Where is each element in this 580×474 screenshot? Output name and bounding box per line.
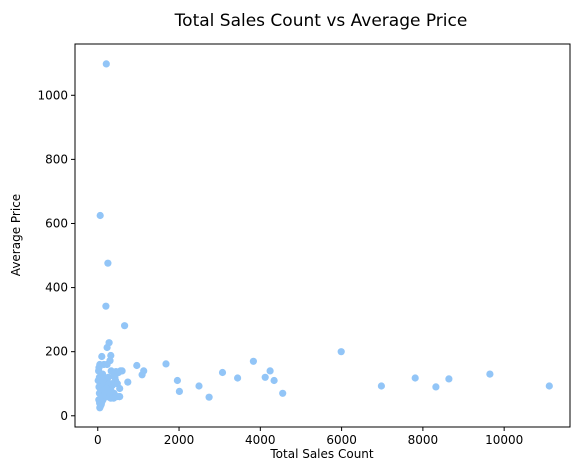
- data-point: [173, 376, 181, 385]
- data-point: [445, 375, 453, 383]
- data-point: [100, 360, 108, 369]
- data-point: [270, 376, 278, 385]
- y-tick-label: 0: [60, 409, 68, 423]
- data-point: [261, 373, 269, 381]
- data-point: [249, 357, 257, 365]
- data-point: [205, 393, 213, 401]
- data-points: [94, 60, 553, 412]
- x-tick-label: 4000: [245, 433, 276, 447]
- data-point: [116, 393, 124, 401]
- data-point: [124, 378, 132, 386]
- y-axis-ticks: 0 200 400 600 800 1000: [37, 88, 75, 423]
- x-tick-label: 2000: [164, 433, 195, 447]
- x-tick-label: 0: [94, 433, 102, 447]
- data-point: [102, 60, 110, 68]
- y-tick-label: 200: [45, 345, 68, 359]
- y-axis-label: Average Price: [9, 194, 23, 276]
- data-point: [105, 389, 114, 397]
- data-point: [234, 374, 242, 382]
- x-tick-label: 8000: [408, 433, 439, 447]
- data-point: [162, 360, 170, 368]
- y-tick-label: 400: [45, 281, 68, 295]
- plot-frame: [74, 43, 571, 428]
- data-point: [138, 371, 146, 379]
- data-point: [266, 367, 274, 375]
- data-point: [94, 376, 102, 385]
- data-point: [103, 343, 111, 352]
- data-point: [175, 387, 183, 395]
- chart-title: Total Sales Count vs Average Price: [174, 11, 468, 31]
- data-point: [108, 381, 116, 389]
- data-point: [104, 259, 112, 267]
- y-tick-label: 1000: [37, 88, 68, 102]
- data-point: [411, 374, 419, 382]
- data-point: [195, 382, 203, 390]
- data-point: [98, 352, 106, 361]
- y-tick-label: 800: [45, 152, 68, 166]
- x-axis-ticks: 0 2000 4000 6000 8000 10000: [94, 427, 523, 447]
- data-point: [96, 211, 104, 220]
- data-point: [377, 382, 385, 390]
- x-tick-label: 10000: [485, 433, 523, 447]
- data-point: [486, 370, 494, 378]
- data-point: [99, 370, 107, 378]
- data-point: [279, 389, 287, 397]
- y-tick-label: 600: [45, 216, 68, 230]
- data-point: [133, 361, 141, 370]
- data-point: [337, 348, 345, 356]
- data-point: [432, 383, 440, 391]
- x-axis-label: Total Sales Count: [269, 447, 374, 461]
- x-tick-label: 6000: [326, 433, 357, 447]
- data-point: [218, 368, 227, 377]
- data-point: [545, 382, 553, 390]
- data-point: [121, 322, 129, 330]
- data-point: [102, 302, 110, 310]
- data-point: [114, 368, 123, 377]
